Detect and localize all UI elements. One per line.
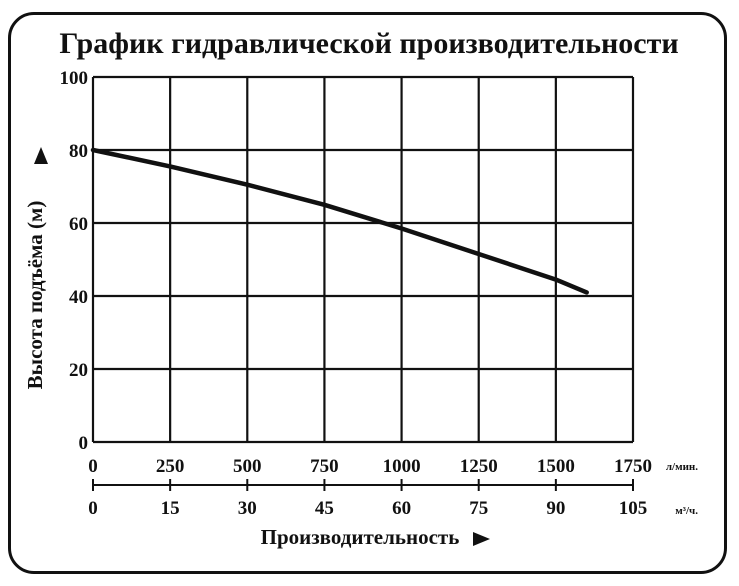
x-tick-label-secondary: 30 bbox=[238, 498, 257, 519]
y-tick-label: 40 bbox=[69, 287, 88, 308]
x-primary-unit: л/мин. bbox=[666, 461, 698, 473]
x-tick-label-primary: 250 bbox=[156, 456, 185, 477]
x-ticks-secondary: 0 15 30 45 60 75 90 105 bbox=[88, 479, 647, 519]
x-tick-label-primary: 1750 bbox=[614, 456, 652, 477]
y-tick-label: 20 bbox=[69, 360, 88, 381]
y-axis-label: Высота подъёма (м) bbox=[23, 201, 47, 390]
x-tick-label-secondary: 45 bbox=[315, 498, 334, 519]
x-tick-label-primary: 1500 bbox=[537, 456, 575, 477]
x-tick-label-secondary: 105 bbox=[619, 498, 648, 519]
x-tick-label-secondary: 75 bbox=[469, 498, 488, 519]
y-tick-label: 0 bbox=[79, 433, 89, 454]
x-secondary-unit: м³/ч. bbox=[675, 505, 698, 517]
x-tick-label-primary: 0 bbox=[88, 456, 98, 477]
x-tick-label-primary: 750 bbox=[310, 456, 339, 477]
y-tick-label: 100 bbox=[60, 68, 89, 89]
series-line bbox=[90, 147, 589, 295]
x-tick-label-primary: 1000 bbox=[383, 456, 421, 477]
x-axis-arrow-icon bbox=[473, 532, 490, 546]
y-tick-label: 80 bbox=[69, 141, 88, 162]
series-group bbox=[90, 147, 589, 295]
x-tick-label-secondary: 60 bbox=[392, 498, 411, 519]
y-ticks: 0 20 40 60 80 100 bbox=[60, 68, 89, 454]
y-tick-label: 60 bbox=[69, 214, 88, 235]
x-tick-label-primary: 1250 bbox=[460, 456, 498, 477]
x-ticks-primary: 0 250 500 750 1000 1250 1500 1750 bbox=[88, 456, 652, 477]
x-tick-label-primary: 500 bbox=[233, 456, 262, 477]
chart-title: График гидравлической производительности bbox=[59, 27, 678, 60]
x-tick-label-secondary: 90 bbox=[546, 498, 565, 519]
x-tick-label-secondary: 0 bbox=[88, 498, 98, 519]
grid bbox=[91, 75, 635, 444]
x-axis-label: Производительность bbox=[261, 525, 460, 549]
x-tick-label-secondary: 15 bbox=[161, 498, 180, 519]
y-axis-arrow-icon bbox=[34, 147, 48, 164]
chart-frame bbox=[8, 12, 727, 574]
